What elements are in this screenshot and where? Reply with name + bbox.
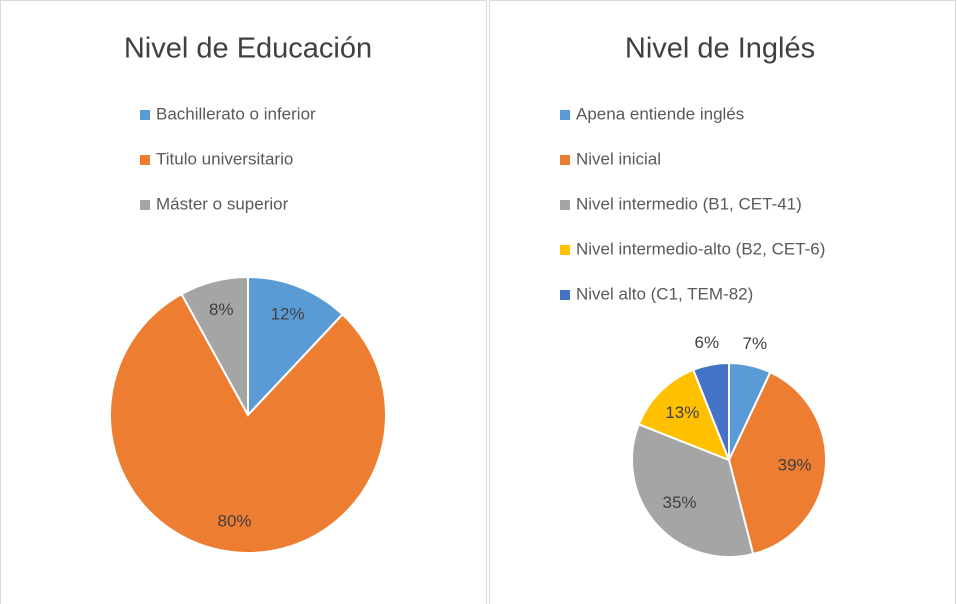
- legend-label: Apena entiende inglés: [576, 104, 744, 123]
- legend-swatch: [140, 200, 150, 210]
- data-label: 13%: [665, 403, 699, 422]
- pie-slice: [247, 275, 344, 418]
- pie-slice: [727, 370, 827, 556]
- data-label: 6%: [695, 333, 720, 352]
- chart-title: Nivel de Educación: [124, 33, 372, 65]
- legend-label: Máster o superior: [156, 194, 289, 213]
- data-label: 80%: [217, 511, 251, 530]
- legend-label: Nivel alto (C1, TEM-82): [576, 284, 753, 303]
- legend-swatch: [560, 245, 570, 255]
- chart-title: Nivel de Inglés: [625, 33, 815, 65]
- legend-swatch: [560, 290, 570, 300]
- legend-label: Nivel inicial: [576, 149, 661, 168]
- legend-swatch: [140, 155, 150, 165]
- legend-swatch: [560, 110, 570, 120]
- legend-label: Nivel intermedio (B1, CET-41): [576, 194, 802, 213]
- legend-label: Nivel intermedio-alto (B2, CET-6): [576, 239, 825, 258]
- data-label: 8%: [209, 300, 234, 319]
- legend-swatch: [560, 200, 570, 210]
- data-label: 12%: [271, 304, 305, 323]
- legend-swatch: [140, 110, 150, 120]
- data-label: 39%: [778, 456, 812, 475]
- pie-slice: [637, 368, 731, 462]
- legend-label: Bachillerato o inferior: [156, 104, 316, 123]
- legend-swatch: [560, 155, 570, 165]
- panel-border: [489, 0, 956, 604]
- pie-slice: [631, 422, 755, 558]
- pie-slice: [180, 275, 249, 416]
- data-label: 7%: [743, 334, 768, 353]
- pie-slice: [691, 361, 730, 461]
- legend-label: Titulo universitario: [156, 149, 293, 168]
- panel-border: [0, 0, 487, 604]
- pie-slice: [109, 292, 387, 554]
- data-label: 35%: [663, 493, 697, 512]
